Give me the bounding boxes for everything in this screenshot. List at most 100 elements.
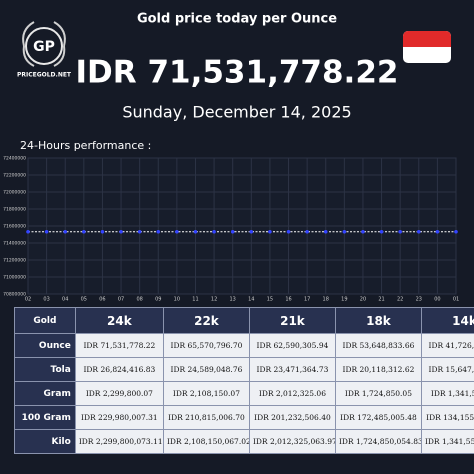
- price-cell: IDR 172,485,005.48: [334, 405, 422, 430]
- y-tick-label: 71800000: [3, 207, 26, 213]
- y-tick-label: 70800000: [3, 292, 26, 298]
- x-tick-label: 11: [192, 297, 198, 303]
- point: [398, 229, 402, 234]
- site-name: PRICEGOLD.NET: [17, 72, 72, 79]
- price-cell: IDR 71,531,778.22: [74, 333, 164, 358]
- price-cell: IDR 15,647,576.49: [420, 357, 474, 382]
- point: [435, 229, 440, 234]
- price-cell: IDR 26,824,416.83: [74, 357, 164, 382]
- point: [379, 229, 384, 234]
- x-tick-label: 08: [136, 297, 142, 303]
- row-header: Tola: [14, 357, 76, 382]
- header-and-chart: GP PRICEGOLD.NET Gold price today per Ou…: [3, 12, 459, 303]
- header-cell: 14k: [420, 307, 474, 334]
- point: [156, 229, 161, 234]
- x-tick-label: 23: [416, 297, 422, 303]
- point: [323, 229, 328, 234]
- point: [454, 229, 458, 234]
- x-tick-label: 03: [43, 297, 49, 303]
- point: [44, 229, 49, 234]
- point: [137, 229, 142, 234]
- point: [100, 229, 105, 234]
- price-cell: IDR 2,012,325.06: [248, 381, 336, 406]
- y-tick-label: 71600000: [3, 224, 26, 230]
- point: [63, 229, 68, 234]
- x-tick-label: 18: [323, 297, 329, 303]
- point: [342, 229, 347, 234]
- price-cell: IDR 20,118,312.62: [334, 357, 422, 382]
- date: Sunday, December 14, 2025: [122, 103, 351, 122]
- header-cell: 21k: [248, 307, 336, 334]
- logo-laurel: [22, 21, 66, 67]
- y-tick-label: 72200000: [3, 173, 26, 179]
- row-header: Gram: [14, 381, 76, 406]
- point: [230, 229, 235, 234]
- row-header: 100 Gram: [14, 405, 76, 430]
- point: [416, 229, 421, 234]
- point: [82, 229, 86, 234]
- flag-red: [403, 31, 451, 47]
- price-cell: IDR 41,726,870.63: [420, 333, 474, 358]
- x-tick-label: 05: [81, 297, 87, 303]
- table-header: Gold24k22k21k18k14k: [14, 307, 474, 334]
- logo-ring: [25, 27, 63, 65]
- point: [249, 229, 254, 234]
- price-cell: IDR 23,471,364.73: [248, 357, 336, 382]
- price-cell: IDR 1,341,550.04: [420, 381, 474, 406]
- price-cell: IDR 229,980,007.31: [74, 405, 164, 430]
- x-tick-label: 19: [341, 297, 347, 303]
- x-tick-label: 01: [453, 297, 459, 303]
- point: [175, 229, 179, 234]
- header-cell: 18k: [334, 307, 422, 334]
- price-cell: IDR 1,724,850,054.83: [334, 429, 422, 454]
- row-header: Kilo: [14, 429, 76, 454]
- price-cell: IDR 2,299,800.07: [74, 381, 164, 406]
- x-tick-label: 13: [230, 297, 236, 303]
- price-cell: IDR 2,299,800,073.11: [74, 429, 164, 454]
- price-cell: IDR 201,232,506.40: [248, 405, 336, 430]
- price-cell: IDR 65,570,796.70: [162, 333, 250, 358]
- price-cell: IDR 134,155,004.26: [420, 405, 474, 430]
- table-row: Ounce IDR 71,531,778.22 IDR 65,570,796.70 I…: [14, 333, 474, 358]
- x-tick-label: 17: [304, 297, 310, 303]
- y-tick-label: 71200000: [3, 258, 26, 264]
- x-tick-label: 15: [267, 297, 273, 303]
- x-tick-label: 07: [118, 297, 124, 303]
- y-tick-label: 72000000: [3, 190, 26, 196]
- price-cell: IDR 1,341,550,042.65: [420, 429, 474, 454]
- title: Gold price today per Ounce: [137, 12, 337, 27]
- table-row: Gram IDR 2,299,800.07 IDR 2,108,150.07 IDR …: [14, 381, 474, 406]
- x-tick-label: 21: [378, 297, 384, 303]
- price-cell: IDR 2,108,150,067.02: [162, 429, 250, 454]
- point: [212, 229, 216, 234]
- x-tick-label: 04: [62, 297, 68, 303]
- table-row: Tola IDR 26,824,416.83 IDR 24,589,048.76 ID…: [14, 357, 474, 382]
- row-header: Ounce: [14, 333, 76, 358]
- point: [193, 229, 198, 234]
- price: IDR 71,531,778.22: [76, 55, 399, 91]
- table-body: Ounce IDR 71,531,778.22 IDR 65,570,796.70 I…: [14, 333, 474, 454]
- x-tick-label: 00: [434, 297, 440, 303]
- x-tick-label: 20: [360, 297, 366, 303]
- x-tick-label: 12: [211, 297, 217, 303]
- point: [286, 229, 291, 234]
- x-tick-label: 06: [99, 297, 105, 303]
- chart-title: 24-Hours performance :: [20, 139, 151, 152]
- point: [361, 229, 365, 234]
- y-tick-label: 71000000: [3, 275, 26, 281]
- x-tick-label: 16: [285, 297, 291, 303]
- table-row: Kilo IDR 2,299,800,073.11 IDR 2,108,150,06…: [14, 429, 474, 454]
- y-tick-label: 71400000: [3, 241, 26, 247]
- header-cell: 24k: [74, 307, 164, 334]
- logo-text: GP: [33, 39, 55, 55]
- header-cell: Gold: [14, 307, 76, 334]
- x-tick-label: 09: [155, 297, 161, 303]
- x-tick-label: 22: [397, 297, 403, 303]
- point: [305, 229, 309, 234]
- price-cell: IDR 210,815,006.70: [162, 405, 250, 430]
- price-cell: IDR 62,590,305.94: [248, 333, 336, 358]
- price-cell: IDR 1,724,850.05: [334, 381, 422, 406]
